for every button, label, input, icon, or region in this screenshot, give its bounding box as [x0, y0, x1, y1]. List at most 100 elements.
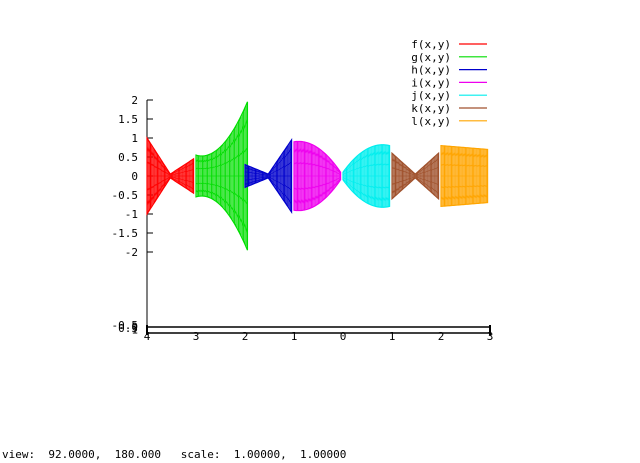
mesh-diagonal	[465, 153, 467, 157]
mesh-diagonal	[244, 148, 247, 152]
mesh-diagonal	[164, 182, 166, 185]
mesh-diagonal	[338, 177, 340, 180]
mesh-diagonal	[398, 186, 401, 190]
mesh-diagonal	[452, 185, 455, 188]
mesh-diagonal	[453, 185, 456, 188]
mesh-diagonal	[378, 163, 381, 166]
mesh-diagonal	[164, 167, 166, 170]
mesh-diagonal	[300, 199, 303, 204]
mesh-diagonal	[472, 185, 474, 188]
mesh-diagonal	[270, 179, 272, 182]
mesh-diagonal	[234, 156, 237, 160]
mesh-diagonal	[337, 170, 340, 173]
mesh-diagonal	[474, 194, 477, 199]
z-tick-label: 2	[131, 94, 138, 107]
mesh-diagonal	[350, 164, 353, 166]
mesh-diagonal	[482, 184, 485, 187]
mesh-diagonal	[204, 159, 207, 163]
mesh-diagonal	[392, 158, 395, 163]
mesh-diagonal	[186, 184, 188, 187]
x-tick-label: 2	[438, 330, 445, 343]
mesh-diagonal	[301, 162, 304, 165]
mesh-diagonal	[381, 197, 383, 202]
mesh-diagonal	[379, 186, 382, 189]
mesh-diagonal	[189, 169, 192, 171]
mesh-diagonal	[226, 188, 229, 191]
mesh-diagonal	[378, 151, 381, 155]
mesh-diagonal	[408, 172, 410, 174]
mesh-diagonal	[362, 156, 365, 160]
mesh-diagonal	[285, 195, 288, 199]
mesh-diagonal	[313, 163, 316, 166]
mesh-diagonal	[254, 178, 256, 180]
mesh-diagonal	[261, 178, 263, 181]
mesh-diagonal	[306, 162, 309, 165]
mesh-diagonal	[448, 185, 451, 189]
mesh-diagonal	[465, 195, 467, 199]
mesh-diagonal	[480, 164, 482, 167]
mesh-diagonal	[430, 169, 432, 171]
mesh-diagonal	[316, 194, 319, 199]
mesh-diagonal	[259, 178, 262, 181]
mesh-diagonal	[396, 168, 399, 171]
mesh-diagonal	[208, 183, 211, 185]
mesh-diagonal	[284, 155, 286, 158]
mesh-diagonal	[483, 165, 486, 168]
mesh-diagonal	[453, 152, 456, 157]
mesh-diagonal	[310, 150, 312, 155]
mesh-diagonal	[187, 165, 190, 167]
mesh-diagonal	[385, 196, 388, 201]
mesh-diagonal	[212, 183, 215, 186]
mesh-diagonal	[307, 149, 310, 154]
mesh-diagonal	[288, 187, 291, 190]
mesh-diagonal	[236, 194, 239, 198]
mesh-diagonal	[379, 197, 382, 202]
mesh-diagonal	[443, 196, 445, 201]
mesh-diagonal	[477, 164, 480, 167]
mesh-diagonal	[374, 163, 376, 166]
mesh-diagonal	[353, 169, 355, 171]
mesh-diagonal	[452, 152, 455, 157]
mesh-diagonal	[331, 180, 333, 183]
mesh-diagonal	[294, 162, 297, 165]
mesh-diagonal	[468, 153, 471, 158]
mesh-diagonal	[215, 156, 217, 159]
mesh-diagonal	[395, 182, 397, 185]
mesh-diagonal	[329, 181, 332, 184]
mesh-diagonal	[154, 165, 157, 169]
mesh-diagonal	[484, 194, 487, 198]
mesh-diagonal	[332, 180, 334, 183]
mesh-diagonal	[471, 185, 473, 188]
mesh-diagonal	[239, 152, 242, 156]
mesh-diagonal	[357, 190, 360, 193]
mesh-diagonal	[426, 184, 429, 187]
mesh-diagonal	[255, 170, 257, 172]
mesh-diagonal	[335, 171, 338, 174]
mesh-diagonal	[315, 185, 318, 188]
mesh-diagonal	[404, 179, 407, 181]
mesh-diagonal	[236, 133, 239, 139]
mesh-diagonal	[409, 179, 411, 182]
mesh-diagonal	[288, 162, 291, 165]
mesh-diagonal	[240, 127, 243, 134]
mesh-diagonal	[257, 170, 260, 173]
mesh-diagonal	[165, 178, 167, 180]
mesh-diagonal	[220, 152, 222, 156]
mesh-diagonal	[288, 199, 291, 203]
mesh-diagonal	[370, 164, 373, 167]
mesh-diagonal	[365, 194, 368, 198]
mesh-diagonal	[233, 157, 235, 160]
mesh-diagonal	[476, 164, 479, 167]
series-jxy	[342, 144, 391, 208]
mesh-diagonal	[325, 190, 327, 194]
mesh-diagonal	[202, 189, 204, 193]
mesh-diagonal	[368, 195, 371, 199]
mesh-diagonal	[398, 181, 401, 183]
mesh-diagonal	[355, 182, 358, 184]
mesh-diagonal	[329, 168, 332, 171]
mesh-diagonal	[468, 185, 471, 188]
mesh-diagonal	[305, 148, 308, 154]
mesh-diagonal	[253, 178, 255, 180]
mesh-diagonal	[430, 163, 432, 165]
